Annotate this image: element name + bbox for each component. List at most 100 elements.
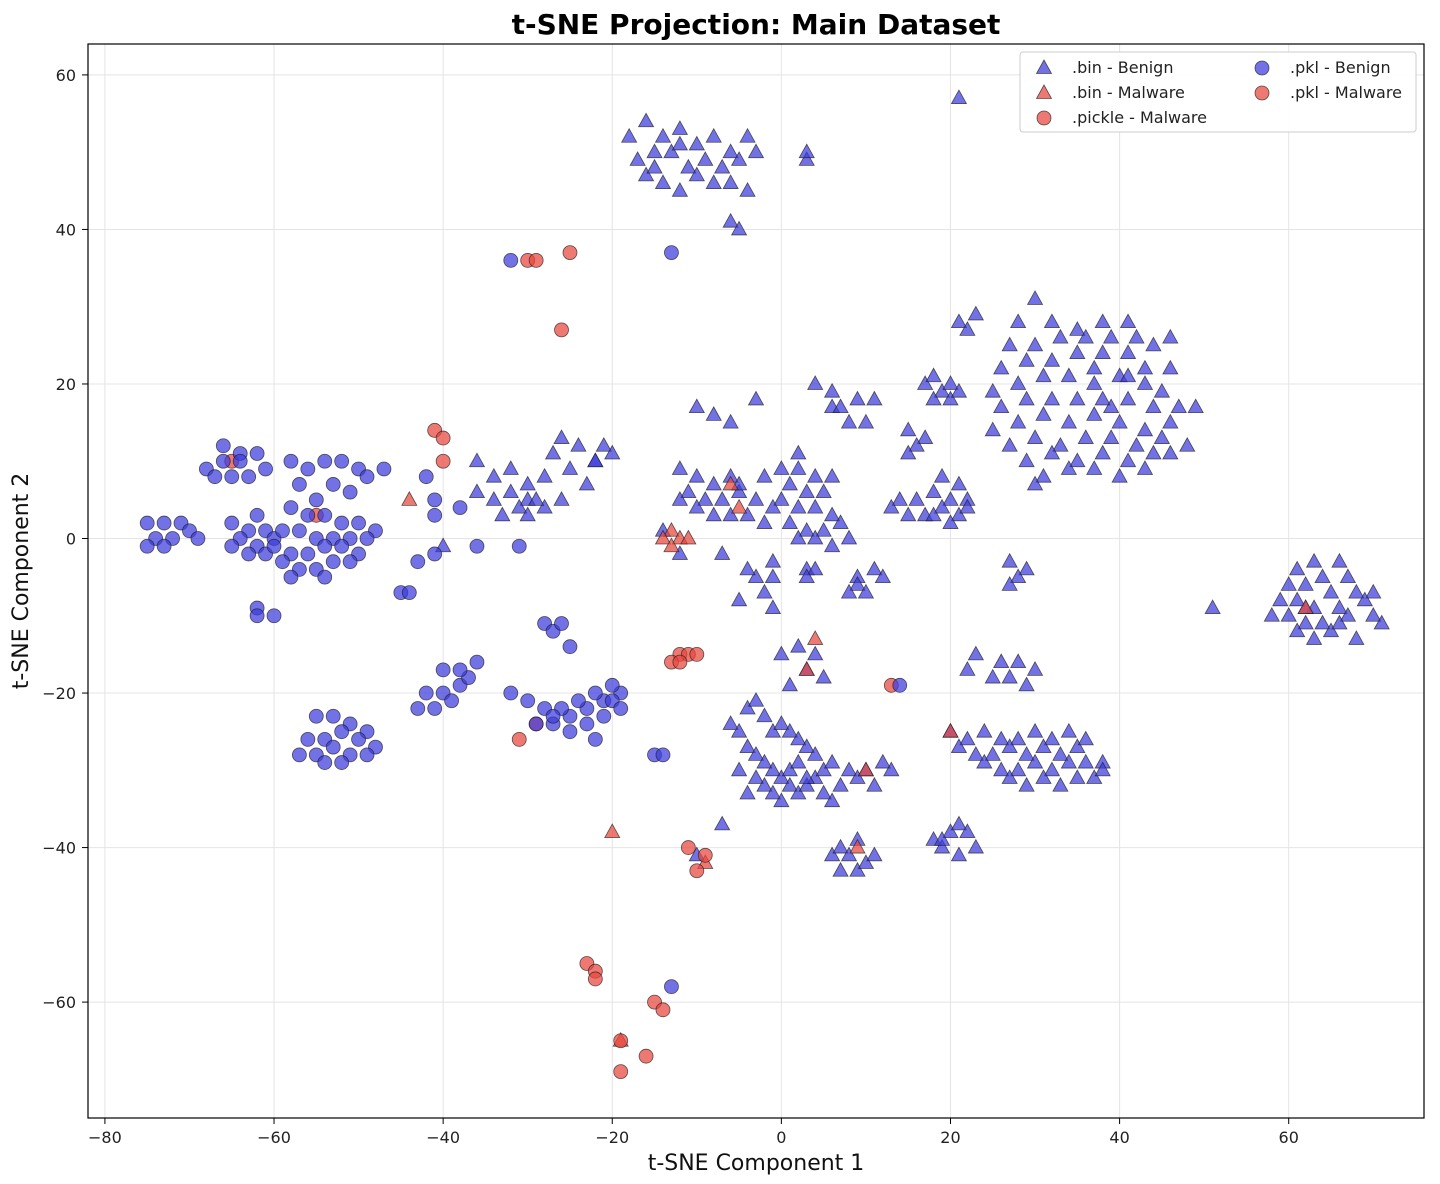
point-bin-benign	[807, 645, 824, 661]
point-bin-benign	[1009, 568, 1027, 584]
point-bin-benign	[823, 467, 841, 483]
point-bin-benign	[485, 491, 503, 506]
point-bin-benign	[967, 746, 985, 761]
point-bin-benign	[713, 815, 731, 831]
point-bin-benign	[984, 746, 1001, 761]
point-bin-benign	[1060, 367, 1078, 383]
point-bin-benign	[1288, 591, 1306, 607]
point-bin-benign	[1119, 367, 1137, 383]
x-tick-label: −80	[88, 1128, 122, 1147]
point-bin-benign	[1009, 413, 1027, 429]
point-bin-benign	[756, 753, 773, 769]
point-pkl-benign	[334, 755, 350, 770]
point-bin-benign	[747, 746, 765, 761]
point-pkl-benign	[232, 453, 248, 469]
point-pickle-malware	[554, 322, 569, 338]
point-pickle-malware	[680, 840, 696, 855]
point-pkl-benign	[604, 677, 620, 693]
point-pkl-benign	[283, 453, 299, 469]
point-pkl-benign	[207, 469, 223, 485]
legend-marker-bin-malware	[1035, 84, 1053, 99]
point-bin-benign	[1009, 761, 1027, 777]
point-bin-benign	[866, 560, 883, 576]
point-pkl-benign	[291, 523, 307, 539]
point-bin-benign	[1086, 359, 1103, 375]
point-pkl-benign	[300, 461, 316, 477]
point-bin-benign	[781, 676, 799, 692]
point-pickle-malware	[562, 245, 578, 261]
x-tick-label: −20	[595, 1128, 629, 1147]
point-bin-benign	[764, 552, 782, 568]
point-bin-benign	[654, 127, 672, 143]
point-pkl-benign	[469, 654, 485, 670]
point-bin-benign	[1373, 614, 1390, 630]
point-pkl-benign	[427, 546, 443, 562]
point-bin-benign	[671, 181, 689, 197]
point-pkl-benign	[249, 507, 265, 523]
legend-marker-pickle-malware	[1036, 110, 1052, 126]
point-pkl-benign	[300, 546, 316, 562]
point-bin-benign	[1069, 344, 1086, 359]
point-bin-malware	[401, 491, 418, 506]
point-bin-benign	[671, 135, 689, 151]
point-bin-benign	[1297, 614, 1314, 630]
point-bin-benign	[1069, 738, 1086, 754]
point-bin-malware	[1297, 599, 1314, 614]
point-bin-benign	[1179, 436, 1196, 452]
point-pkl-benign	[308, 708, 324, 724]
point-bin-benign	[511, 498, 528, 514]
point-bin-benign	[722, 212, 739, 228]
point-bin-benign	[891, 491, 908, 506]
point-bin-benign	[866, 776, 883, 792]
point-bin-benign	[807, 498, 824, 514]
point-bin-benign	[544, 444, 562, 460]
point-pkl-benign	[401, 585, 417, 600]
point-bin-benign	[637, 112, 655, 128]
point-bin-benign	[823, 382, 841, 398]
point-bin-benign	[1348, 630, 1365, 645]
point-bin-benign	[840, 846, 858, 862]
point-pkl-benign	[325, 554, 341, 570]
point-bin-benign	[747, 491, 765, 506]
point-bin-benign	[900, 444, 917, 460]
point-pickle-malware	[613, 1033, 629, 1049]
point-pkl-benign	[283, 500, 299, 515]
point-bin-benign	[950, 313, 968, 329]
point-bin-malware	[604, 823, 621, 839]
point-pkl-benign	[224, 515, 240, 531]
point-pkl-benign	[664, 245, 679, 261]
point-bin-benign	[527, 491, 545, 506]
point-bin-benign	[790, 460, 807, 475]
point-pkl-benign	[317, 538, 333, 554]
point-pickle-malware	[435, 430, 451, 446]
point-bin-benign	[553, 429, 570, 444]
point-bin-benign	[1280, 606, 1297, 622]
point-bin-benign	[933, 838, 951, 854]
point-bin-benign	[1162, 413, 1179, 429]
point-pkl-benign	[359, 531, 375, 546]
point-pickle-malware	[528, 252, 544, 268]
point-pkl-benign	[258, 461, 273, 477]
point-bin-benign	[840, 761, 858, 777]
point-bin-benign	[849, 769, 866, 784]
point-pkl-benign	[418, 469, 434, 485]
point-bin-benign	[468, 452, 486, 468]
point-pkl-benign	[241, 469, 257, 485]
point-pkl-benign	[503, 685, 519, 701]
point-bin-benign	[1094, 444, 1111, 460]
point-bin-benign	[950, 506, 968, 522]
point-bin-benign	[713, 158, 731, 174]
point-bin-benign	[756, 707, 773, 723]
point-pkl-benign	[249, 608, 265, 624]
point-bin-benign	[688, 166, 705, 182]
point-pkl-benign	[359, 469, 375, 485]
point-bin-benign	[1018, 676, 1035, 692]
point-bin-benign	[1102, 398, 1120, 414]
point-bin-benign	[959, 498, 976, 514]
point-pkl-benign	[520, 693, 536, 709]
point-bin-benign	[798, 568, 815, 584]
point-bin-benign	[713, 491, 731, 506]
point-bin-benign	[950, 815, 968, 831]
point-bin-benign	[730, 591, 748, 607]
point-bin-benign	[722, 413, 739, 429]
